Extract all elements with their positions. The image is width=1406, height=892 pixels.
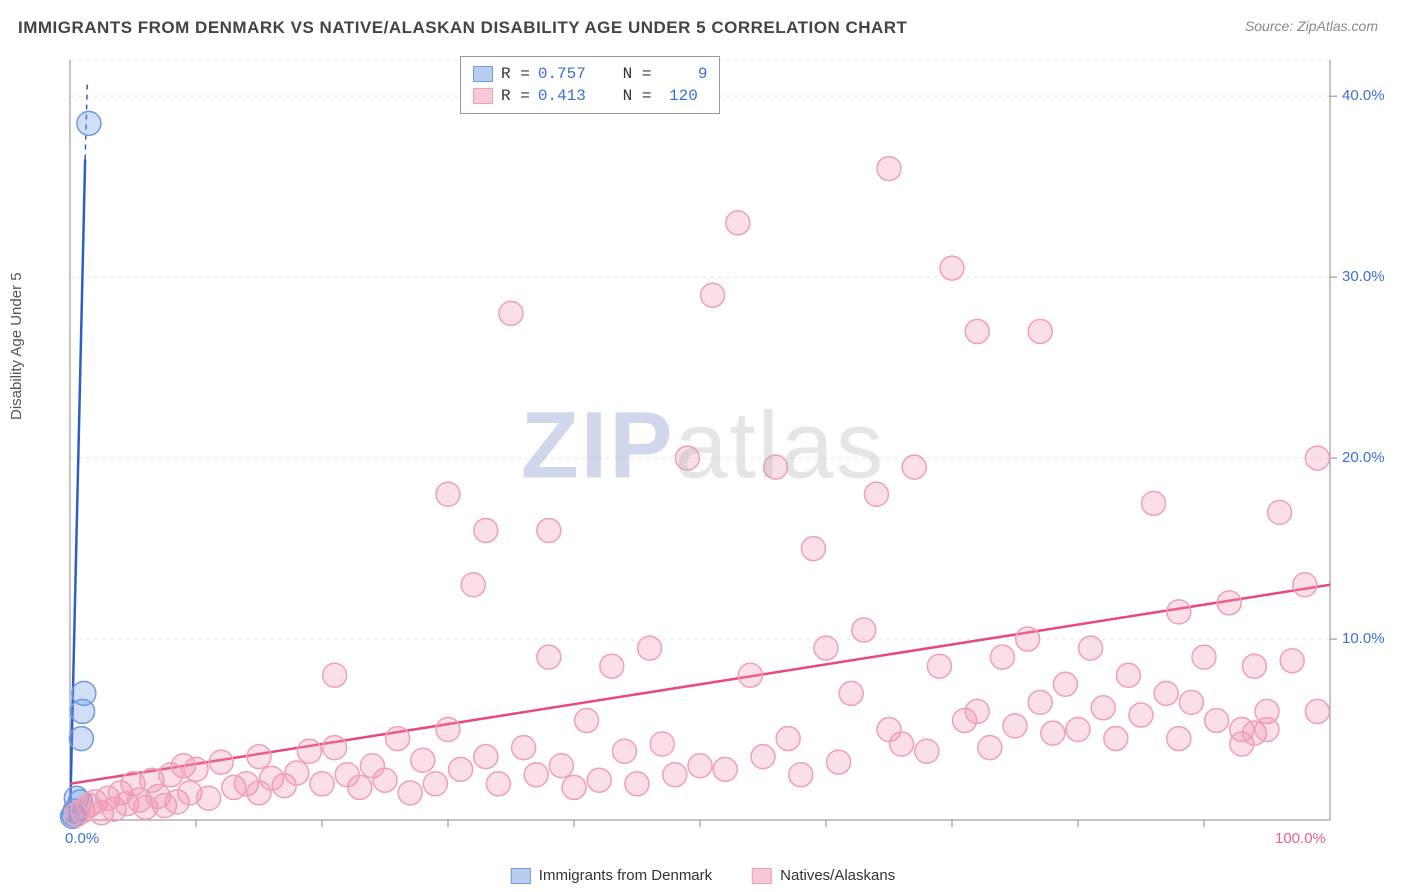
y-axis-tick-label: 30.0% [1342,268,1385,285]
legend-correlation-row: R = 0.413 N = 120 [473,85,707,107]
legend-r-label: R = [501,63,530,85]
source-value: ZipAtlas.com [1297,18,1378,34]
legend-correlation-row: R = 0.757 N = 9 [473,63,707,85]
chart-source: Source: ZipAtlas.com [1245,18,1378,34]
chart-svg [50,50,1350,840]
legend-n-value: 9 [669,63,707,85]
legend-series: Immigrants from Denmark Natives/Alaskans [511,867,895,884]
legend-series-item: Immigrants from Denmark [511,867,712,884]
legend-r-value: 0.413 [538,85,586,107]
x-axis-max-label: 100.0% [1275,830,1326,847]
legend-series-label: Natives/Alaskans [780,867,895,884]
legend-r-value: 0.757 [538,63,586,85]
legend-r-label: R = [501,85,530,107]
y-axis-tick-label: 10.0% [1342,630,1385,647]
legend-n-value: 120 [669,85,698,107]
legend-swatch [511,868,531,884]
y-axis-tick-label: 40.0% [1342,87,1385,104]
legend-series-label: Immigrants from Denmark [539,867,712,884]
y-axis-label: Disability Age Under 5 [8,272,25,420]
legend-series-item: Natives/Alaskans [752,867,895,884]
chart-plot-area [50,50,1350,840]
source-label: Source: [1245,18,1297,34]
legend-swatch [473,66,493,82]
legend-n-label: N = [594,63,661,85]
y-axis-tick-label: 20.0% [1342,449,1385,466]
legend-swatch [752,868,772,884]
legend-correlation-box: R = 0.757 N = 9R = 0.413 N = 120 [460,56,720,114]
x-axis-origin-label: 0.0% [65,830,99,847]
legend-swatch [473,88,493,104]
legend-n-label: N = [594,85,661,107]
chart-title: IMMIGRANTS FROM DENMARK VS NATIVE/ALASKA… [18,18,907,38]
